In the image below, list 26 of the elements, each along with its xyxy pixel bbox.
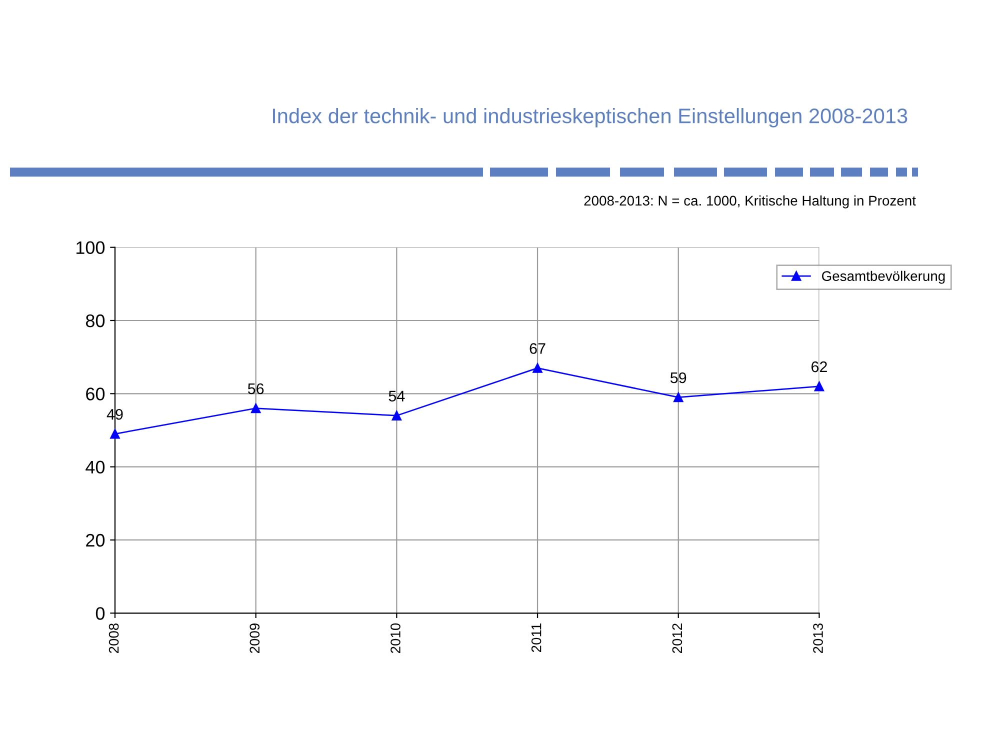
y-tick-label: 80 (86, 314, 105, 328)
x-tick-label: 2011 (531, 624, 542, 652)
x-tick-label: 2010 (390, 623, 400, 654)
point (814, 381, 824, 392)
x-tick-label: 2009 (250, 624, 260, 654)
x-tick-label: 2008 (108, 623, 119, 654)
chart-title: Index der technik- und industrieskeptischen Einstellungen 2008-2013 (273, 108, 908, 128)
y-tick-label: 40 (86, 460, 105, 474)
y-tick-label: 20 (86, 534, 105, 547)
point (532, 363, 542, 373)
data-label: 67 (530, 343, 546, 354)
data-label: 56 (248, 383, 264, 394)
point (674, 392, 684, 402)
point (392, 410, 402, 420)
y-tick-label: 60 (86, 388, 105, 400)
y-tick-label: 0 (96, 607, 105, 620)
point (250, 403, 261, 414)
point (110, 429, 120, 439)
data-label: 54 (388, 390, 405, 402)
chart-subtitle: 2008-2013: N = ca. 1000, Kritische Haltung in Prozent (584, 195, 916, 208)
data-label: 59 (670, 372, 686, 384)
y-tick-label: 100 (76, 241, 105, 254)
legend-label: Gesamtbevölkerung (822, 270, 945, 284)
x-tick-label: 2013 (813, 623, 823, 654)
x-tick-label: 2012 (672, 624, 682, 654)
data-label: 62 (811, 361, 827, 372)
